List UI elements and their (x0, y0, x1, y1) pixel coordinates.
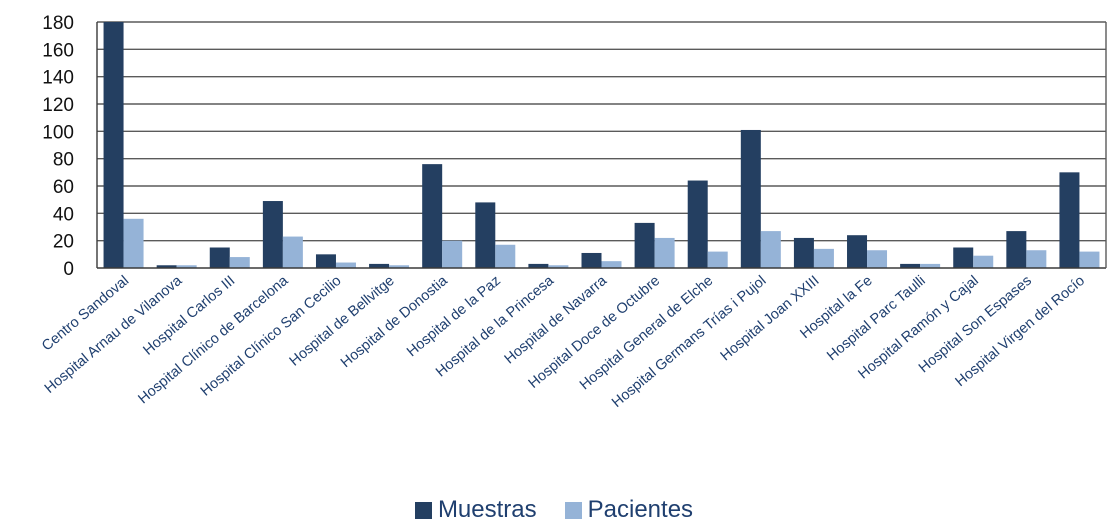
legend-swatch-pacientes (564, 501, 582, 519)
bar-muestras (1059, 172, 1080, 268)
y-tick-label: 140 (42, 68, 74, 89)
y-tick-label: 60 (53, 177, 74, 198)
bar-pacientes (973, 255, 994, 268)
legend-label-pacientes: Pacientes (587, 496, 694, 523)
bar-chart: 0 20 40 60 80 100 120 140 160 180 Centro Sandoval… (39, 13, 1107, 411)
bar-muestras (740, 129, 761, 268)
y-tick-label: 0 (63, 259, 74, 280)
y-tick-label: 120 (42, 95, 74, 116)
bar-muestras (475, 202, 496, 268)
legend-swatch-muestras (414, 501, 432, 519)
bar-muestras (156, 265, 177, 268)
bar-pacientes (389, 265, 410, 268)
bar-pacientes (548, 265, 569, 268)
bar-muestras (422, 164, 443, 268)
x-category-label: Centro Sandoval (39, 273, 132, 355)
bar-muestras (581, 252, 602, 268)
bar-muestras (103, 22, 124, 268)
bar-pacientes (282, 236, 303, 268)
legend-item-muestras: Muestras (414, 496, 537, 524)
legend: Muestras Pacientes (0, 496, 1108, 524)
bar-pacientes (176, 265, 197, 268)
bar-pacientes (1079, 251, 1100, 268)
gridlines (97, 21, 1106, 242)
bar-muestras (634, 222, 655, 268)
y-tick-label: 80 (53, 150, 74, 171)
x-category-label: Hospital Parc Taulli (824, 273, 929, 364)
x-category-label: Hospital Joan XXIII (718, 273, 823, 365)
bar-pacientes (1026, 250, 1047, 268)
bars (103, 22, 1100, 268)
x-category-label: Hospital de la Paz (404, 273, 504, 360)
bar-muestras (900, 263, 921, 268)
y-tick-label: 20 (53, 232, 74, 253)
bar-pacientes (867, 250, 888, 268)
bar-muestras (315, 254, 336, 268)
axes (96, 22, 1107, 269)
y-tick-label: 100 (42, 122, 74, 143)
bar-pacientes (335, 262, 356, 268)
bar-muestras (793, 237, 814, 268)
bar-pacientes (442, 240, 463, 268)
bar-pacientes (601, 261, 622, 268)
legend-item-pacientes: Pacientes (564, 496, 694, 524)
bar-pacientes (654, 237, 675, 268)
y-axis-ticks: 0 20 40 60 80 100 120 140 160 180 (42, 13, 74, 280)
bar-pacientes (760, 231, 781, 268)
y-tick-label: 40 (53, 204, 74, 225)
bar-pacientes (229, 257, 250, 268)
bar-muestras (953, 247, 974, 268)
bar-muestras (209, 247, 230, 268)
bar-pacientes (920, 263, 941, 268)
bar-muestras (1006, 231, 1027, 268)
bar-pacientes (123, 218, 144, 268)
bar-muestras (687, 180, 708, 268)
bar-muestras (369, 263, 390, 268)
x-category-label: Hospital Carlos III (140, 273, 238, 359)
bar-muestras (528, 263, 549, 268)
bar-pacientes (813, 248, 834, 268)
legend-label-muestras: Muestras (437, 496, 537, 523)
bar-muestras (847, 235, 868, 268)
y-tick-label: 180 (42, 13, 74, 34)
y-tick-label: 160 (42, 40, 74, 61)
bar-pacientes (707, 251, 728, 268)
bar-muestras (262, 201, 283, 268)
bar-pacientes (495, 244, 516, 268)
